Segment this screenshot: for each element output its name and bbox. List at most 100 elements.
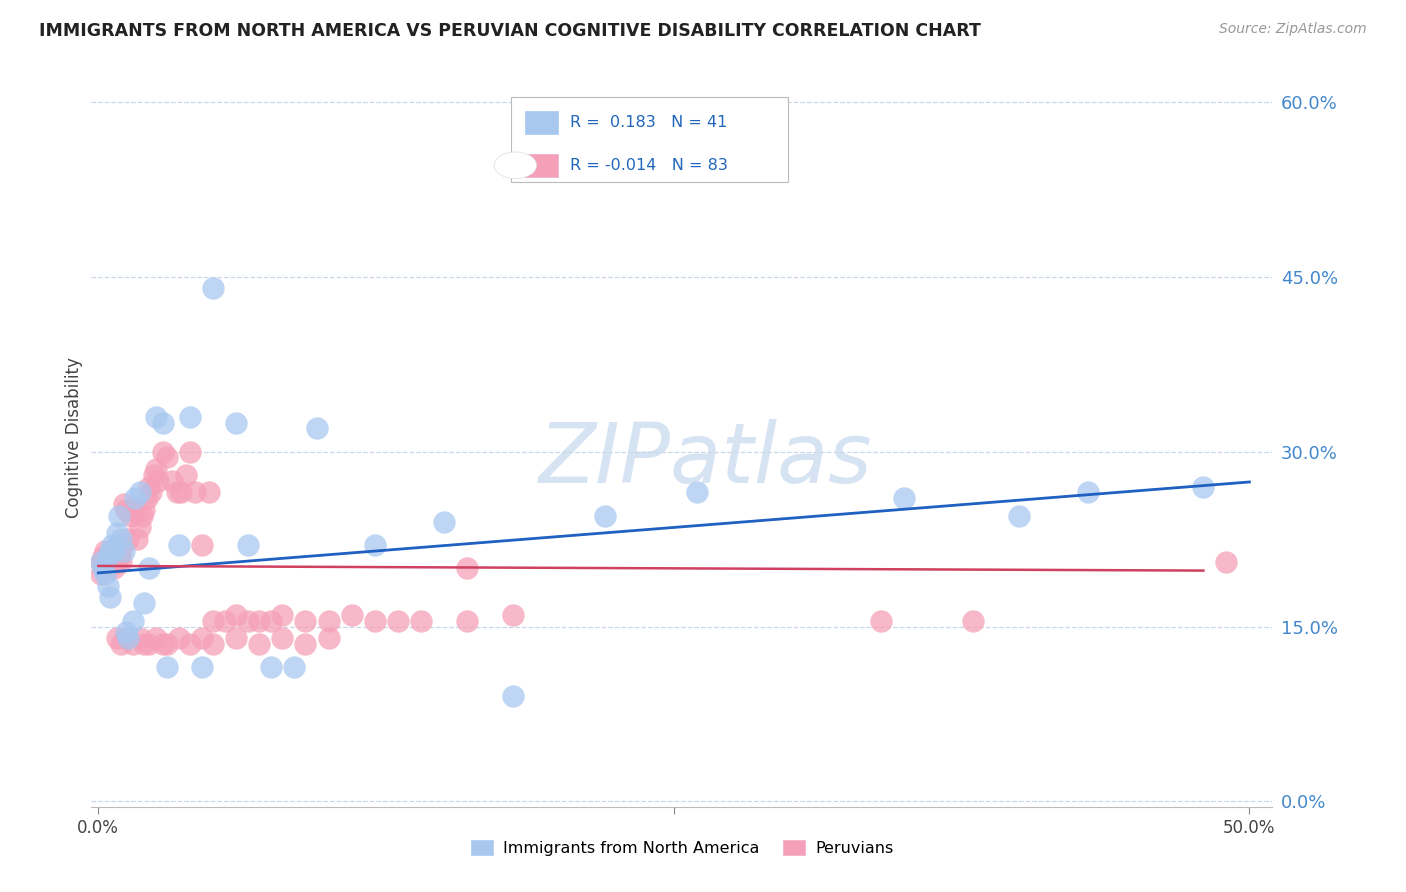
Bar — [524, 112, 558, 134]
Point — [101, 538, 124, 552]
Point — [191, 538, 214, 552]
Point — [236, 614, 259, 628]
Point — [363, 614, 385, 628]
Point — [103, 561, 125, 575]
Point — [105, 556, 128, 570]
Point — [91, 549, 114, 564]
Point — [96, 549, 118, 564]
Text: IMMIGRANTS FROM NORTH AMERICA VS PERUVIAN COGNITIVE DISABILITY CORRELATION CHART: IMMIGRANTS FROM NORTH AMERICA VS PERUVIA… — [39, 22, 981, 40]
Point — [363, 538, 385, 552]
Point — [225, 416, 247, 430]
Point — [90, 556, 112, 570]
Point — [179, 637, 201, 651]
Point — [156, 660, 179, 674]
Legend: Immigrants from North America, Peruvians: Immigrants from North America, Peruvians — [464, 833, 900, 863]
Point — [1008, 508, 1031, 523]
FancyBboxPatch shape — [510, 96, 789, 182]
Point — [260, 660, 283, 674]
Point — [121, 637, 143, 651]
Point — [167, 631, 190, 645]
Point — [145, 409, 167, 424]
Point — [110, 556, 132, 570]
Point — [124, 503, 146, 517]
Point — [593, 508, 616, 523]
Point — [117, 631, 139, 645]
Point — [502, 690, 524, 704]
Point — [108, 549, 131, 564]
Point — [152, 637, 174, 651]
Point — [121, 614, 143, 628]
Point — [90, 567, 112, 582]
Point — [115, 625, 138, 640]
Circle shape — [494, 152, 537, 178]
Point — [294, 614, 316, 628]
Point — [260, 614, 283, 628]
Point — [108, 508, 131, 523]
Point — [96, 561, 118, 575]
Point — [271, 631, 294, 645]
Point — [135, 491, 157, 506]
Point — [98, 543, 121, 558]
Point — [146, 474, 169, 488]
Point — [98, 591, 121, 605]
Point — [167, 538, 190, 552]
Point — [141, 485, 163, 500]
Point — [138, 637, 160, 651]
Point — [145, 462, 167, 476]
Point — [870, 614, 893, 628]
Point — [128, 485, 150, 500]
Point — [191, 660, 214, 674]
Point — [271, 607, 294, 622]
Point — [409, 614, 432, 628]
Point — [283, 660, 305, 674]
Point — [138, 561, 160, 575]
Point — [170, 485, 193, 500]
Point — [142, 467, 165, 482]
Point — [110, 543, 132, 558]
Point — [115, 631, 138, 645]
Point — [101, 556, 124, 570]
Point — [174, 467, 197, 482]
Point — [91, 561, 114, 575]
Point — [96, 549, 118, 564]
Point — [236, 538, 259, 552]
Point — [1077, 485, 1099, 500]
Point — [249, 614, 271, 628]
Point — [134, 503, 156, 517]
Point — [1192, 480, 1215, 494]
Point — [202, 614, 225, 628]
Point — [105, 543, 128, 558]
Point — [214, 614, 236, 628]
Point — [121, 503, 143, 517]
Point — [202, 637, 225, 651]
Point — [1215, 556, 1237, 570]
Point — [131, 508, 153, 523]
Point — [387, 614, 409, 628]
Point — [112, 497, 135, 511]
Point — [128, 631, 150, 645]
Point — [294, 637, 316, 651]
Point — [98, 543, 121, 558]
Point — [134, 596, 156, 610]
Point — [893, 491, 915, 506]
Point — [152, 444, 174, 458]
Point — [179, 409, 201, 424]
Point — [127, 532, 149, 546]
Point — [502, 607, 524, 622]
Point — [90, 556, 112, 570]
Point — [138, 480, 160, 494]
Point — [318, 614, 340, 628]
Point — [103, 549, 125, 564]
Point — [225, 607, 247, 622]
Point — [98, 556, 121, 570]
Point — [124, 491, 146, 506]
Point — [128, 520, 150, 534]
Point — [225, 631, 247, 645]
Point — [96, 579, 118, 593]
Point — [156, 450, 179, 465]
Point — [962, 614, 984, 628]
Point — [456, 561, 478, 575]
Point — [152, 416, 174, 430]
Text: R =  0.183   N = 41: R = 0.183 N = 41 — [569, 115, 727, 130]
Point — [112, 543, 135, 558]
